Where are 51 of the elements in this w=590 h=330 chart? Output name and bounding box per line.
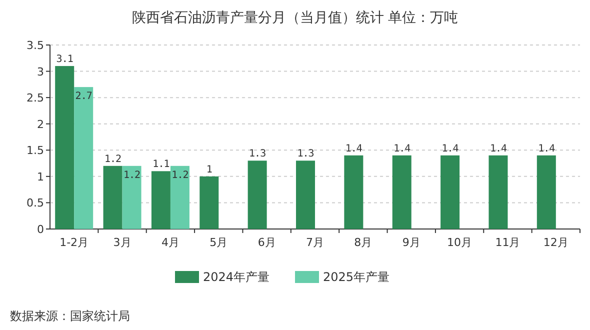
x-tick-label: 11月 (495, 236, 520, 249)
data-label: 1.2 (123, 170, 141, 181)
data-label: 1.4 (394, 143, 411, 154)
data-label: 3.1 (56, 54, 74, 66)
data-label: 1 (206, 164, 212, 176)
x-tick-label: 4月 (161, 236, 180, 249)
legend-label: 2024年产量 (203, 270, 270, 284)
bar (122, 166, 142, 229)
bar (170, 166, 190, 229)
bar (536, 155, 556, 229)
bar (296, 160, 315, 229)
x-tick-label: 8月 (354, 236, 372, 249)
data-label: 1.3 (249, 148, 266, 160)
y-tick-label: 3 (37, 65, 44, 78)
data-label: 2.7 (75, 91, 92, 102)
data-label: 1.3 (297, 148, 314, 160)
bar (151, 171, 170, 229)
x-tick-label: 5月 (210, 236, 228, 249)
y-tick-label: 1.5 (26, 144, 44, 158)
x-tick-label: 9月 (402, 236, 420, 249)
bar (200, 176, 219, 229)
x-tick-label: 6月 (258, 236, 276, 249)
x-tick-label: 10月 (447, 236, 472, 249)
bar (55, 66, 74, 229)
bar (488, 155, 508, 229)
bar (344, 155, 364, 229)
y-tick-label: 1 (37, 170, 44, 184)
x-tick-label: 3月 (113, 236, 132, 249)
y-tick-label: 2 (37, 118, 44, 131)
data-label: 1.1 (152, 159, 170, 170)
data-label: 1.4 (442, 143, 459, 154)
data-label: 1.4 (490, 143, 507, 154)
y-tick-label: 2.5 (26, 92, 44, 105)
x-tick-label: 7月 (306, 236, 324, 249)
x-tick-label: 12月 (543, 236, 568, 249)
data-label: 1.2 (172, 170, 189, 181)
bar (74, 87, 94, 229)
x-tick-label: 1-2月 (60, 236, 89, 249)
data-label: 1.2 (104, 154, 122, 165)
bar (103, 166, 122, 229)
y-tick-label: 0.5 (26, 196, 44, 210)
y-tick-label: 3.5 (26, 39, 44, 52)
y-tick-label: 0 (37, 223, 44, 236)
chart-title: 陕西省石油沥青产量分月（当月值）统计 单位：万吨 (132, 10, 458, 26)
bar (392, 155, 412, 229)
legend-label: 2025年产量 (323, 270, 390, 284)
data-label: 1.4 (345, 143, 362, 154)
bar (440, 155, 460, 229)
source-note: 数据来源：国家统计局 (10, 309, 130, 323)
bar (248, 160, 267, 229)
data-label: 1.4 (538, 143, 556, 154)
